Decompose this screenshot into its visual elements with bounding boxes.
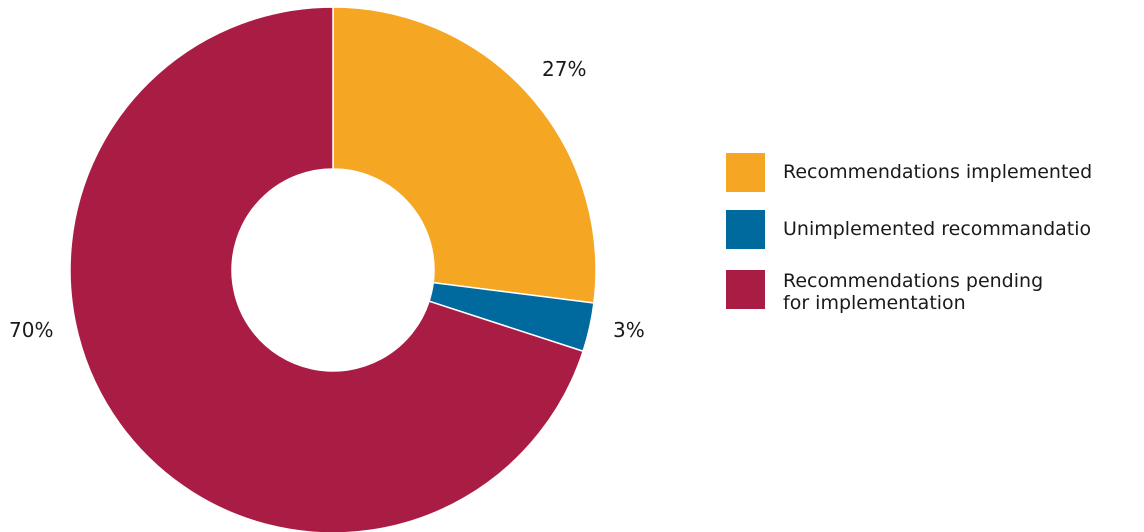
legend-label-implemented: Recommendations implemented <box>783 161 1093 183</box>
slice-label-pending: 70% <box>9 318 54 342</box>
slice-label-unimplemented: 3% <box>613 318 645 342</box>
legend-item-pending: Recommendations pending for implementati… <box>726 270 1144 314</box>
legend-item-unimplemented: Unimplemented recommandatio <box>726 210 1144 249</box>
legend: Recommendations implemented Unimplemente… <box>726 153 1144 332</box>
slice-implemented <box>332 6 597 304</box>
legend-swatch-pending <box>726 270 765 309</box>
legend-item-implemented: Recommendations implemented <box>726 153 1144 192</box>
slice-label-implemented: 27% <box>542 57 587 81</box>
legend-label-pending: Recommendations pending for implementati… <box>783 270 1044 314</box>
legend-swatch-implemented <box>726 153 765 192</box>
legend-swatch-unimplemented <box>726 210 765 249</box>
legend-label-unimplemented: Unimplemented recommandatio <box>783 218 1092 240</box>
slice-pending <box>69 6 585 532</box>
